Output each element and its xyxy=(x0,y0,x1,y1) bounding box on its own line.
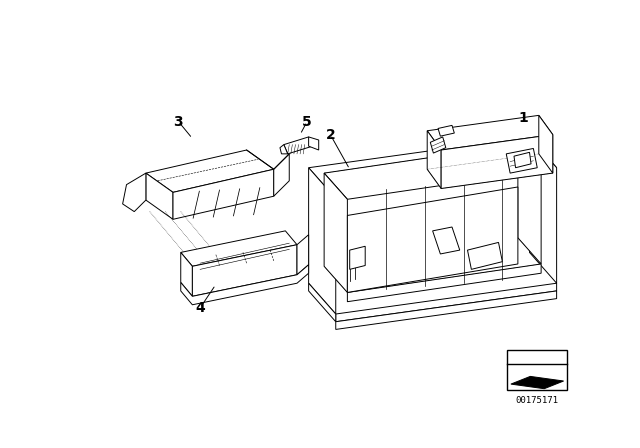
Polygon shape xyxy=(146,173,173,220)
Text: 00175171: 00175171 xyxy=(516,396,559,405)
Bar xyxy=(507,350,568,390)
Polygon shape xyxy=(506,148,537,173)
Polygon shape xyxy=(428,131,441,189)
Polygon shape xyxy=(324,145,541,199)
Polygon shape xyxy=(433,227,460,254)
Polygon shape xyxy=(280,145,288,154)
Polygon shape xyxy=(336,283,557,322)
Polygon shape xyxy=(467,242,502,269)
Polygon shape xyxy=(324,173,348,293)
Text: 5: 5 xyxy=(302,115,312,129)
Polygon shape xyxy=(297,235,308,275)
Polygon shape xyxy=(173,169,274,220)
Polygon shape xyxy=(308,137,319,150)
Polygon shape xyxy=(336,291,557,329)
Polygon shape xyxy=(438,125,454,136)
Polygon shape xyxy=(146,150,274,192)
Polygon shape xyxy=(428,116,553,150)
Polygon shape xyxy=(180,252,193,296)
Polygon shape xyxy=(441,134,553,189)
Text: 1: 1 xyxy=(518,111,528,125)
Text: 3: 3 xyxy=(173,115,183,129)
Polygon shape xyxy=(518,145,541,264)
Polygon shape xyxy=(193,245,297,296)
Polygon shape xyxy=(348,264,541,302)
Text: 2: 2 xyxy=(326,128,335,142)
Polygon shape xyxy=(511,376,564,389)
Polygon shape xyxy=(274,154,289,196)
Polygon shape xyxy=(349,246,365,269)
Polygon shape xyxy=(430,137,446,153)
Polygon shape xyxy=(123,173,146,211)
Polygon shape xyxy=(529,137,557,283)
Polygon shape xyxy=(308,137,557,198)
Polygon shape xyxy=(284,137,312,154)
Polygon shape xyxy=(180,265,308,305)
Polygon shape xyxy=(514,152,531,168)
Polygon shape xyxy=(539,116,553,173)
Text: 4: 4 xyxy=(195,301,205,315)
Polygon shape xyxy=(348,187,518,293)
Polygon shape xyxy=(180,231,297,266)
Polygon shape xyxy=(308,168,336,314)
Polygon shape xyxy=(308,283,336,322)
